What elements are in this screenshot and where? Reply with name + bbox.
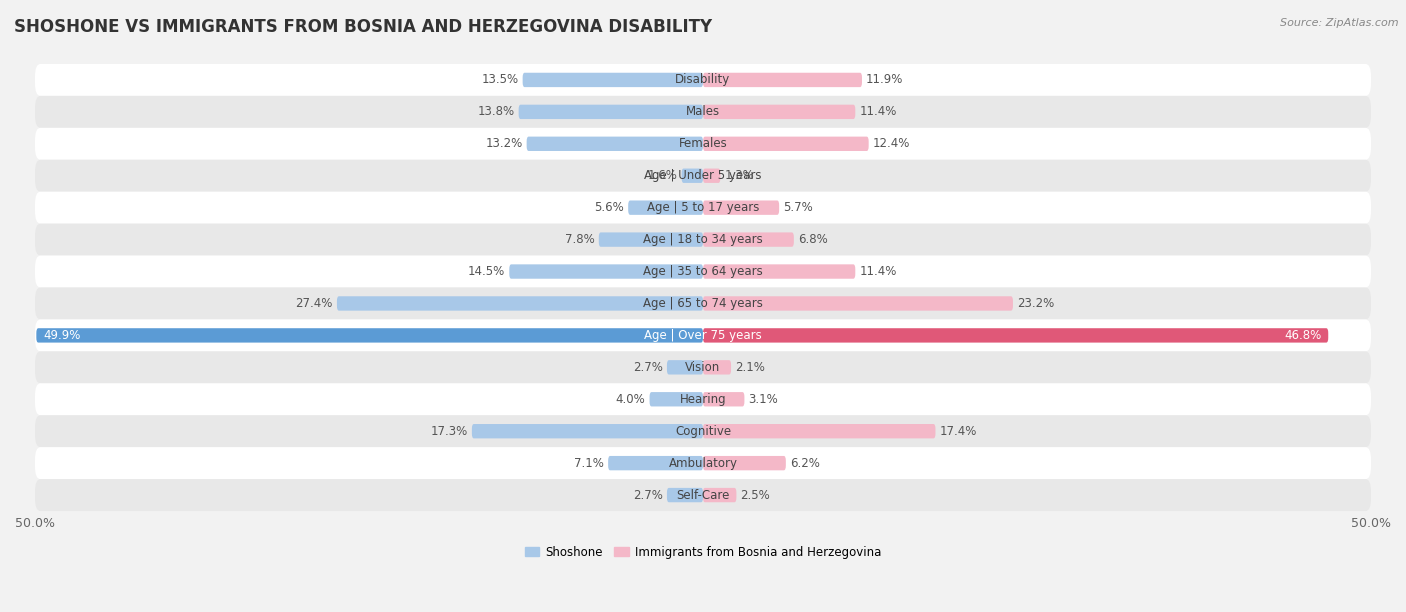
FancyBboxPatch shape bbox=[35, 64, 1371, 96]
Text: 46.8%: 46.8% bbox=[1284, 329, 1322, 342]
FancyBboxPatch shape bbox=[35, 256, 1371, 288]
FancyBboxPatch shape bbox=[35, 223, 1371, 256]
Text: Vision: Vision bbox=[685, 361, 721, 374]
Text: 4.0%: 4.0% bbox=[616, 393, 645, 406]
Text: 6.8%: 6.8% bbox=[797, 233, 828, 246]
Text: Source: ZipAtlas.com: Source: ZipAtlas.com bbox=[1281, 18, 1399, 28]
FancyBboxPatch shape bbox=[37, 328, 703, 343]
Text: Age | 35 to 64 years: Age | 35 to 64 years bbox=[643, 265, 763, 278]
Text: Males: Males bbox=[686, 105, 720, 118]
Text: 11.4%: 11.4% bbox=[859, 105, 897, 118]
Text: Age | 18 to 34 years: Age | 18 to 34 years bbox=[643, 233, 763, 246]
Text: 14.5%: 14.5% bbox=[468, 265, 505, 278]
FancyBboxPatch shape bbox=[703, 136, 869, 151]
FancyBboxPatch shape bbox=[599, 233, 703, 247]
Text: 2.7%: 2.7% bbox=[633, 361, 662, 374]
FancyBboxPatch shape bbox=[35, 447, 1371, 479]
Text: 3.1%: 3.1% bbox=[748, 393, 778, 406]
FancyBboxPatch shape bbox=[703, 328, 1329, 343]
FancyBboxPatch shape bbox=[703, 360, 731, 375]
Legend: Shoshone, Immigrants from Bosnia and Herzegovina: Shoshone, Immigrants from Bosnia and Her… bbox=[520, 541, 886, 563]
Text: 17.4%: 17.4% bbox=[939, 425, 977, 438]
FancyBboxPatch shape bbox=[703, 105, 855, 119]
Text: 49.9%: 49.9% bbox=[44, 329, 80, 342]
FancyBboxPatch shape bbox=[35, 479, 1371, 511]
Text: 6.2%: 6.2% bbox=[790, 457, 820, 469]
FancyBboxPatch shape bbox=[666, 360, 703, 375]
Text: SHOSHONE VS IMMIGRANTS FROM BOSNIA AND HERZEGOVINA DISABILITY: SHOSHONE VS IMMIGRANTS FROM BOSNIA AND H… bbox=[14, 18, 713, 36]
FancyBboxPatch shape bbox=[703, 296, 1012, 311]
FancyBboxPatch shape bbox=[509, 264, 703, 278]
FancyBboxPatch shape bbox=[703, 456, 786, 471]
FancyBboxPatch shape bbox=[35, 415, 1371, 447]
Text: Age | 5 to 17 years: Age | 5 to 17 years bbox=[647, 201, 759, 214]
Text: Self-Care: Self-Care bbox=[676, 488, 730, 502]
FancyBboxPatch shape bbox=[703, 73, 862, 87]
FancyBboxPatch shape bbox=[650, 392, 703, 406]
FancyBboxPatch shape bbox=[703, 488, 737, 502]
FancyBboxPatch shape bbox=[703, 392, 744, 406]
FancyBboxPatch shape bbox=[703, 264, 855, 278]
FancyBboxPatch shape bbox=[628, 201, 703, 215]
FancyBboxPatch shape bbox=[519, 105, 703, 119]
FancyBboxPatch shape bbox=[527, 136, 703, 151]
Text: 2.1%: 2.1% bbox=[735, 361, 765, 374]
Text: 2.7%: 2.7% bbox=[633, 488, 662, 502]
FancyBboxPatch shape bbox=[666, 488, 703, 502]
Text: 11.9%: 11.9% bbox=[866, 73, 904, 86]
Text: 23.2%: 23.2% bbox=[1017, 297, 1054, 310]
FancyBboxPatch shape bbox=[35, 383, 1371, 415]
Text: 7.1%: 7.1% bbox=[574, 457, 605, 469]
FancyBboxPatch shape bbox=[35, 128, 1371, 160]
FancyBboxPatch shape bbox=[337, 296, 703, 311]
FancyBboxPatch shape bbox=[703, 424, 935, 438]
Text: 13.2%: 13.2% bbox=[485, 137, 523, 151]
Text: 7.8%: 7.8% bbox=[565, 233, 595, 246]
FancyBboxPatch shape bbox=[35, 96, 1371, 128]
Text: Hearing: Hearing bbox=[679, 393, 727, 406]
Text: 11.4%: 11.4% bbox=[859, 265, 897, 278]
FancyBboxPatch shape bbox=[472, 424, 703, 438]
FancyBboxPatch shape bbox=[703, 201, 779, 215]
Text: 12.4%: 12.4% bbox=[873, 137, 910, 151]
Text: 17.3%: 17.3% bbox=[430, 425, 468, 438]
FancyBboxPatch shape bbox=[35, 160, 1371, 192]
Text: Ambulatory: Ambulatory bbox=[668, 457, 738, 469]
Text: Age | Under 5 years: Age | Under 5 years bbox=[644, 170, 762, 182]
Text: 27.4%: 27.4% bbox=[295, 297, 333, 310]
Text: Disability: Disability bbox=[675, 73, 731, 86]
Text: 1.6%: 1.6% bbox=[648, 170, 678, 182]
Text: 13.5%: 13.5% bbox=[481, 73, 519, 86]
FancyBboxPatch shape bbox=[523, 73, 703, 87]
Text: 5.6%: 5.6% bbox=[595, 201, 624, 214]
Text: 1.3%: 1.3% bbox=[724, 170, 754, 182]
FancyBboxPatch shape bbox=[35, 351, 1371, 383]
FancyBboxPatch shape bbox=[35, 192, 1371, 223]
Text: Cognitive: Cognitive bbox=[675, 425, 731, 438]
Text: Age | 65 to 74 years: Age | 65 to 74 years bbox=[643, 297, 763, 310]
FancyBboxPatch shape bbox=[682, 168, 703, 183]
Text: 2.5%: 2.5% bbox=[741, 488, 770, 502]
Text: Age | Over 75 years: Age | Over 75 years bbox=[644, 329, 762, 342]
FancyBboxPatch shape bbox=[703, 168, 720, 183]
FancyBboxPatch shape bbox=[609, 456, 703, 471]
Text: 13.8%: 13.8% bbox=[478, 105, 515, 118]
FancyBboxPatch shape bbox=[703, 233, 794, 247]
FancyBboxPatch shape bbox=[35, 288, 1371, 319]
Text: 5.7%: 5.7% bbox=[783, 201, 813, 214]
FancyBboxPatch shape bbox=[35, 319, 1371, 351]
Text: Females: Females bbox=[679, 137, 727, 151]
